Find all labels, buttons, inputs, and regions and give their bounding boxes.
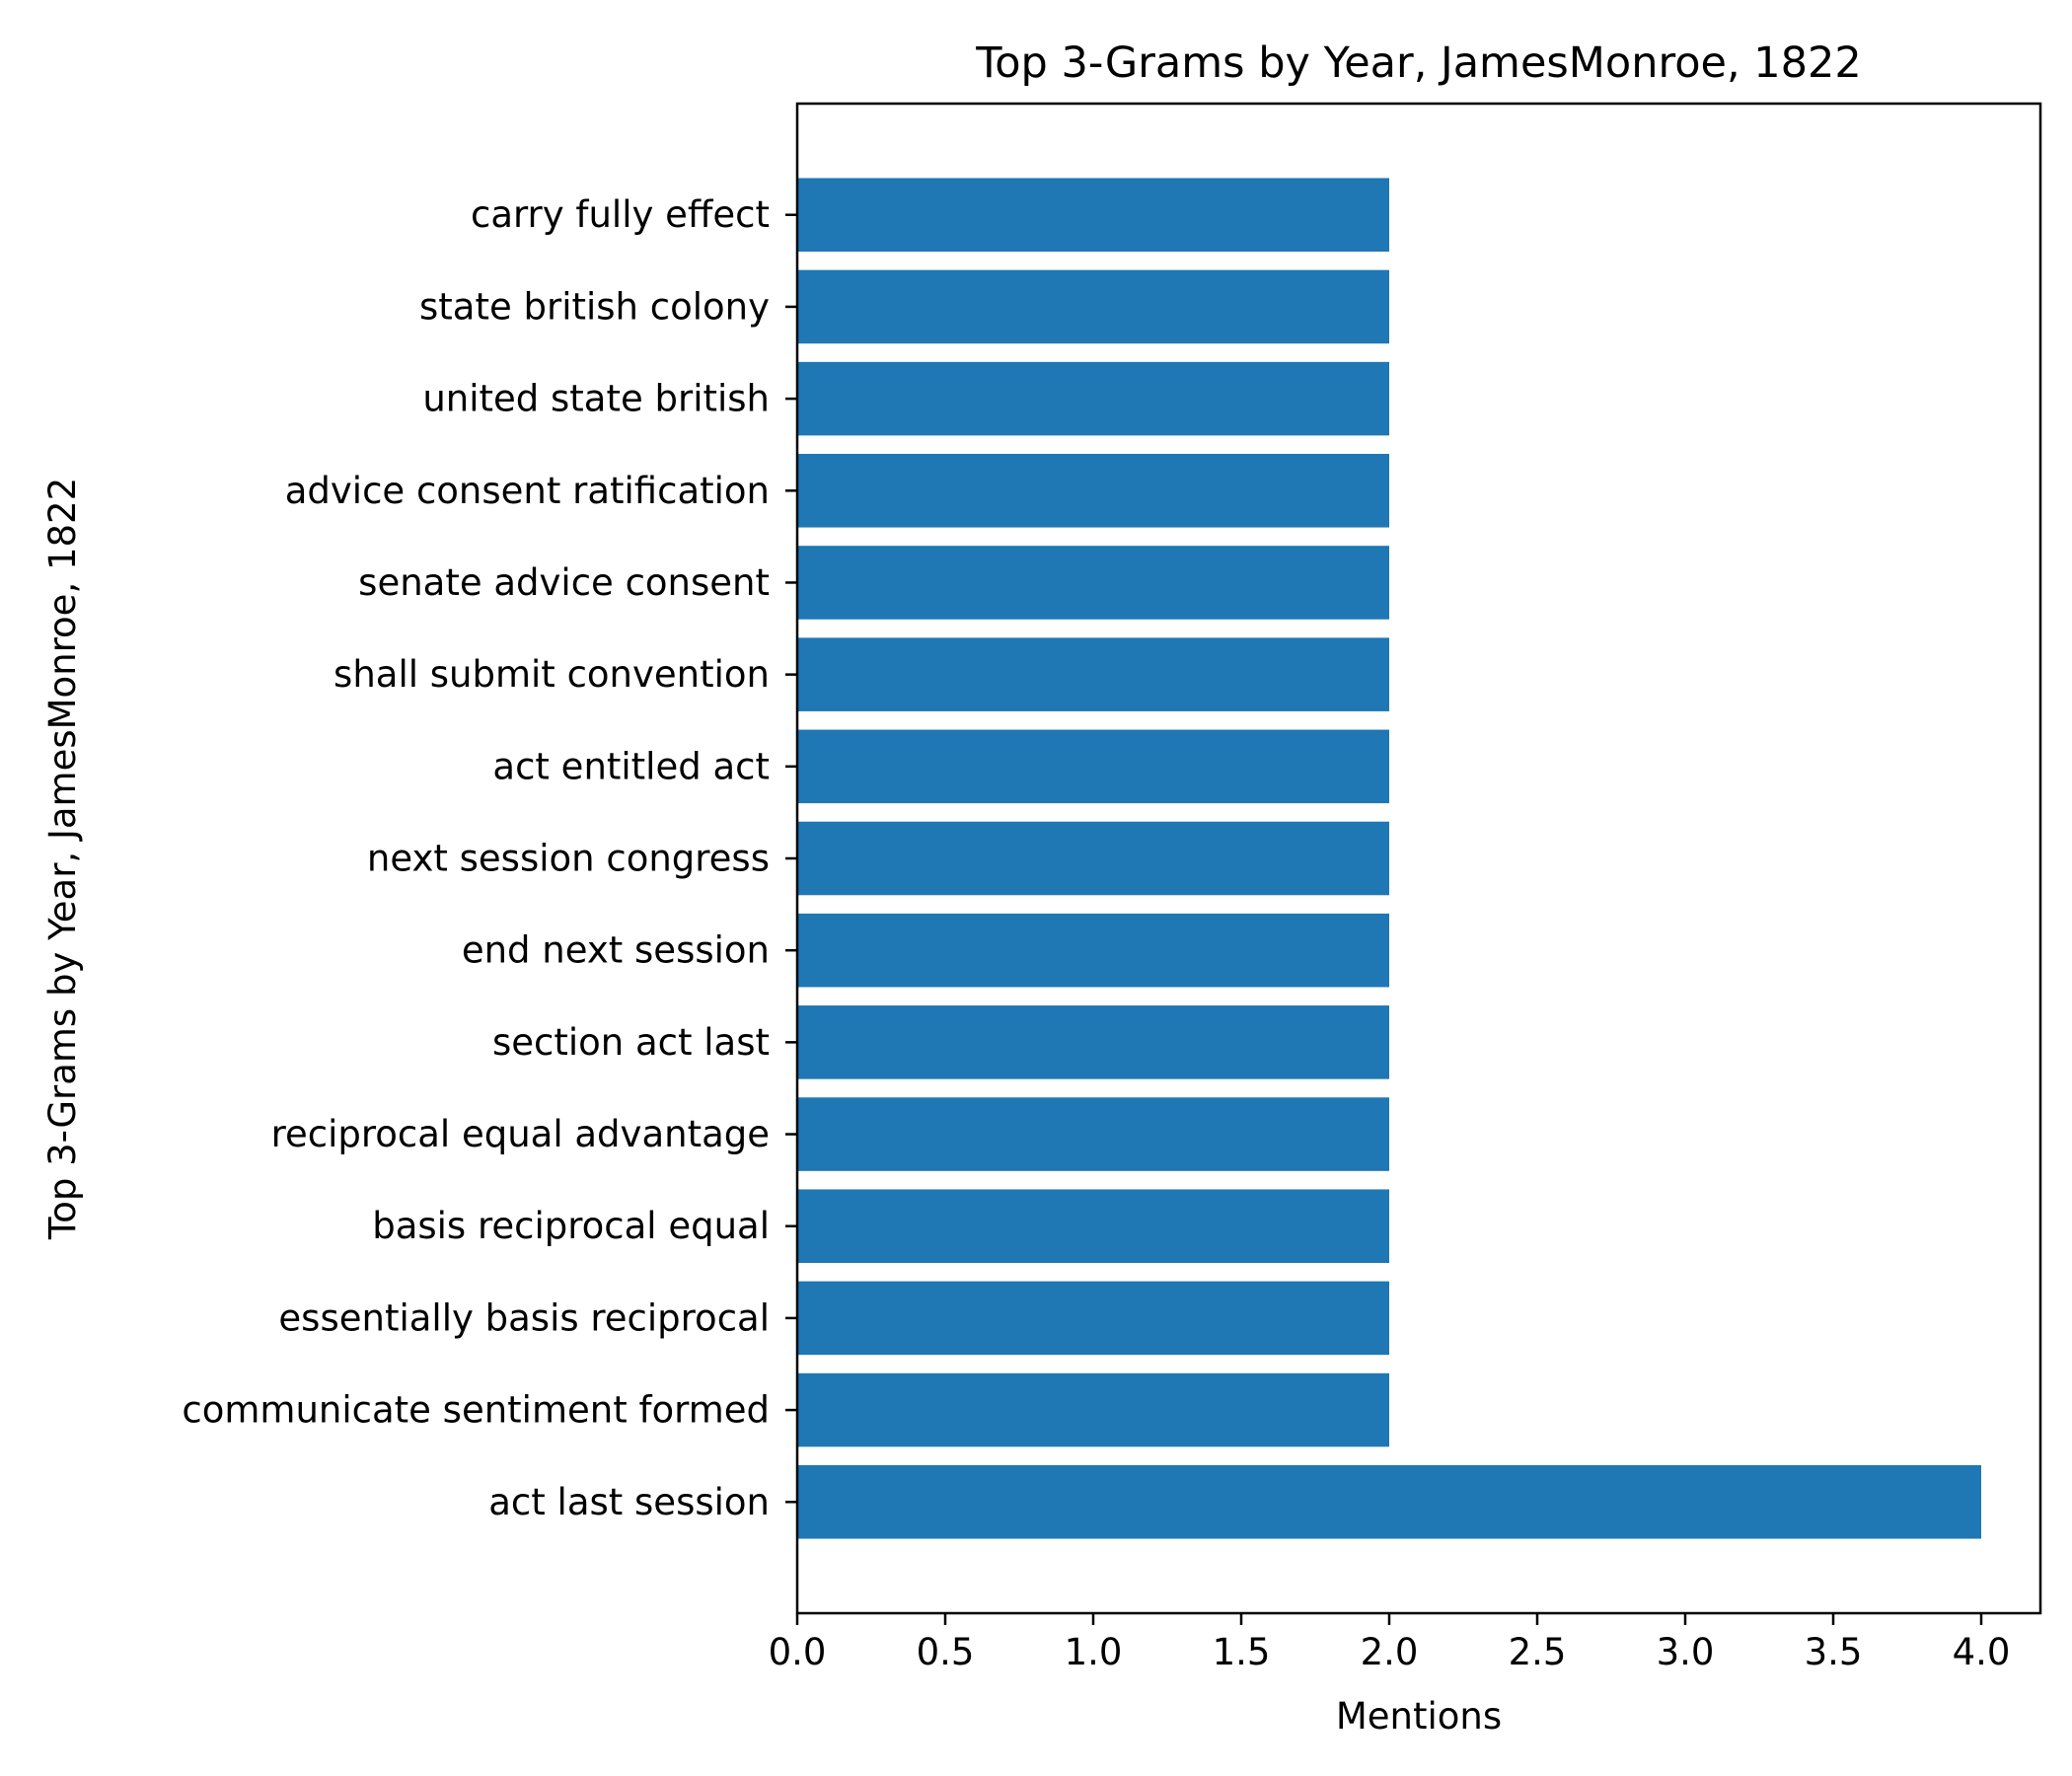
y-tick-label: end next session	[462, 929, 770, 972]
chart-title: Top 3-Grams by Year, JamesMonroe, 1822	[975, 38, 1861, 88]
x-tick-label: 1.5	[1213, 1631, 1271, 1673]
bar-14	[797, 178, 1389, 253]
bar-7	[797, 821, 1389, 896]
y-tick-label: senate advice consent	[358, 561, 770, 604]
y-tick-label: united state british	[422, 378, 770, 420]
y-tick-label: next session congress	[367, 838, 770, 880]
bar-12	[797, 361, 1389, 436]
bar-0	[797, 1464, 1981, 1539]
bar-13	[797, 269, 1389, 344]
x-tick-label: 4.0	[1953, 1631, 2011, 1673]
bar-11	[797, 454, 1389, 528]
y-tick-label: carry fully effect	[471, 193, 770, 236]
y-tick-label: act last session	[488, 1481, 770, 1523]
bar-4	[797, 1097, 1389, 1171]
bar-2	[797, 1281, 1389, 1356]
x-tick-label: 2.5	[1509, 1631, 1567, 1673]
y-axis-label: Top 3-Grams by Year, JamesMonroe, 1822	[41, 478, 84, 1240]
x-tick-label: 1.0	[1065, 1631, 1123, 1673]
plot-frame	[795, 102, 2042, 1615]
bar-1	[797, 1372, 1389, 1447]
y-tick-label: act entitled act	[492, 745, 770, 787]
bar-6	[797, 913, 1389, 988]
x-axis-label: Mentions	[1336, 1695, 1502, 1738]
bar-9	[797, 637, 1389, 711]
y-tick-label: state british colony	[419, 285, 770, 328]
x-tick-label: 0.5	[917, 1631, 975, 1673]
x-tick-label: 0.0	[769, 1631, 827, 1673]
x-tick-label: 2.0	[1361, 1631, 1419, 1673]
y-tick-label: communicate sentiment formed	[182, 1389, 770, 1432]
y-tick-label: essentially basis reciprocal	[278, 1296, 770, 1339]
y-tick-label: basis reciprocal equal	[372, 1205, 770, 1247]
y-tick-label: advice consent ratification	[285, 470, 770, 512]
bars-group	[797, 178, 1981, 1539]
bar-10	[797, 546, 1389, 620]
y-tick-label: reciprocal equal advantage	[271, 1113, 770, 1155]
bar-5	[797, 1005, 1389, 1079]
x-tick-label: 3.0	[1657, 1631, 1715, 1673]
y-tick-label: section act last	[492, 1021, 770, 1064]
y-tick-label: shall submit convention	[333, 653, 770, 696]
x-axis-ticks: 0.0 0.5 1.0 1.5 2.0 2.5 3.0 3.5 4.0	[769, 1613, 2011, 1673]
y-axis-ticks: act last session communicate sentiment fo…	[182, 193, 797, 1523]
bar-3	[797, 1189, 1389, 1263]
bar-8	[797, 729, 1389, 804]
x-tick-label: 3.5	[1805, 1631, 1863, 1673]
